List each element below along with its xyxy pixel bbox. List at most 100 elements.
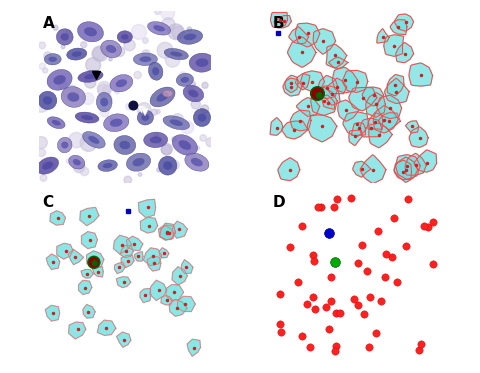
Polygon shape (396, 155, 420, 179)
Polygon shape (172, 267, 187, 285)
Ellipse shape (98, 160, 118, 172)
Ellipse shape (163, 90, 173, 97)
Circle shape (80, 167, 89, 176)
Circle shape (143, 38, 148, 43)
Point (294, 279, 301, 285)
Ellipse shape (77, 22, 104, 42)
Circle shape (187, 27, 192, 32)
Polygon shape (80, 207, 99, 226)
Polygon shape (169, 300, 187, 316)
Circle shape (156, 110, 160, 114)
Circle shape (168, 24, 184, 40)
Ellipse shape (84, 27, 97, 37)
Polygon shape (121, 255, 134, 267)
Circle shape (80, 135, 97, 151)
Polygon shape (82, 232, 97, 248)
Ellipse shape (164, 48, 188, 60)
Point (374, 228, 382, 234)
Ellipse shape (103, 163, 112, 168)
Point (314, 204, 322, 210)
Circle shape (161, 6, 175, 20)
Polygon shape (140, 217, 158, 233)
Circle shape (37, 148, 46, 157)
Circle shape (202, 82, 208, 88)
Ellipse shape (144, 132, 168, 148)
Polygon shape (297, 98, 320, 116)
Circle shape (81, 42, 87, 48)
Point (332, 348, 339, 354)
Point (404, 196, 412, 202)
Circle shape (172, 137, 176, 141)
Polygon shape (140, 288, 151, 303)
Circle shape (169, 160, 179, 170)
Point (327, 274, 335, 280)
Ellipse shape (75, 112, 99, 123)
Polygon shape (288, 37, 316, 67)
Circle shape (165, 53, 180, 67)
Circle shape (162, 18, 175, 31)
Point (287, 244, 294, 250)
Circle shape (172, 26, 185, 39)
Circle shape (115, 47, 125, 56)
Circle shape (124, 40, 135, 51)
Point (327, 298, 335, 304)
Polygon shape (113, 235, 132, 254)
Polygon shape (405, 153, 426, 175)
Polygon shape (351, 123, 365, 135)
Circle shape (112, 79, 121, 88)
Polygon shape (349, 88, 377, 111)
Circle shape (132, 25, 146, 40)
Polygon shape (368, 113, 383, 129)
Circle shape (196, 146, 200, 150)
Polygon shape (138, 199, 156, 217)
Polygon shape (57, 243, 73, 259)
Polygon shape (158, 225, 174, 240)
Point (276, 291, 284, 297)
Circle shape (179, 72, 187, 80)
Point (306, 344, 313, 350)
Polygon shape (46, 254, 60, 269)
Point (430, 261, 437, 267)
Circle shape (110, 118, 115, 123)
Polygon shape (362, 87, 384, 106)
Ellipse shape (117, 31, 132, 43)
Circle shape (92, 47, 106, 61)
Circle shape (189, 81, 195, 87)
Circle shape (150, 73, 156, 79)
Polygon shape (172, 221, 187, 238)
Circle shape (33, 95, 49, 112)
Ellipse shape (156, 92, 169, 102)
Polygon shape (79, 280, 92, 294)
Polygon shape (127, 236, 143, 251)
Polygon shape (343, 112, 369, 137)
Ellipse shape (169, 119, 183, 126)
Ellipse shape (163, 116, 190, 130)
Point (333, 310, 340, 316)
Circle shape (86, 57, 101, 72)
Ellipse shape (179, 140, 191, 150)
Circle shape (82, 93, 94, 104)
Polygon shape (307, 115, 337, 142)
Ellipse shape (170, 51, 182, 57)
Polygon shape (377, 29, 389, 43)
Circle shape (40, 175, 47, 181)
Circle shape (201, 105, 209, 113)
Point (298, 333, 306, 339)
Ellipse shape (101, 40, 121, 58)
Circle shape (63, 85, 79, 101)
Polygon shape (83, 304, 95, 318)
Polygon shape (326, 44, 347, 68)
Ellipse shape (42, 162, 53, 170)
Circle shape (192, 82, 196, 86)
Polygon shape (97, 320, 116, 335)
Polygon shape (45, 305, 60, 321)
Polygon shape (318, 75, 338, 98)
Ellipse shape (193, 109, 211, 126)
Ellipse shape (83, 132, 105, 148)
Ellipse shape (44, 54, 61, 65)
Polygon shape (390, 20, 407, 35)
Ellipse shape (116, 79, 127, 87)
Point (366, 294, 374, 300)
Point (347, 195, 355, 201)
Polygon shape (159, 223, 175, 240)
